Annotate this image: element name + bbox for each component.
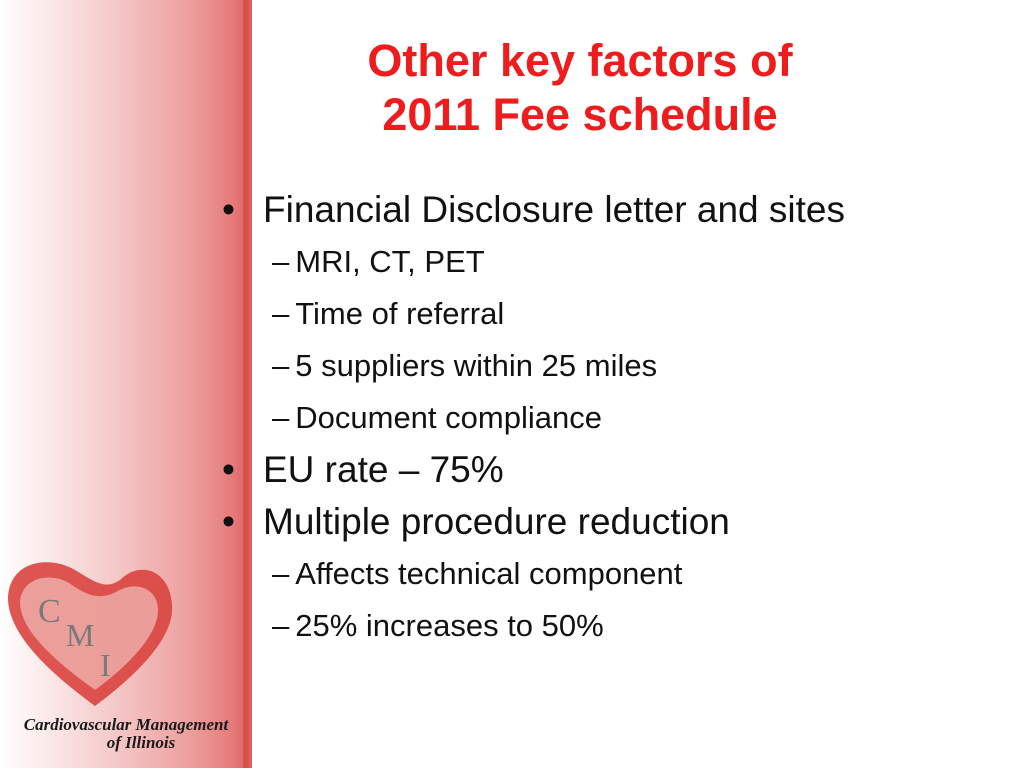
logo-letter-c: C: [38, 593, 61, 630]
bullet-item: • EU rate – 75%: [222, 444, 1012, 496]
logo-letter-m: M: [66, 617, 94, 653]
bullet-text: EU rate – 75%: [263, 449, 504, 490]
dash-icon: –: [272, 608, 290, 643]
logo-caption: Cardiovascular Management of Illinois: [0, 716, 252, 752]
dash-icon: –: [272, 348, 290, 383]
sub-bullet-item: –25% increases to 50%: [222, 600, 1012, 652]
logo-caption-line1: Cardiovascular Management: [23, 715, 229, 734]
sub-bullet-item: – Document compliance: [222, 392, 1012, 444]
sub-bullet-item: – Affects technical component: [222, 548, 1012, 600]
title-line-2: 2011 Fee schedule: [382, 89, 778, 140]
bullet-text: Financial Disclosure letter and sites: [263, 189, 845, 230]
bullet-text: Affects technical component: [295, 556, 683, 591]
bullet-text: Multiple procedure reduction: [263, 501, 730, 542]
bullet-item: • Financial Disclosure letter and sites: [222, 184, 1012, 236]
logo-letter-i: I: [100, 647, 111, 683]
bullet-icon: •: [222, 449, 235, 490]
heart-logo-icon: C M I: [8, 562, 173, 706]
sub-bullet-item: – Time of referral: [222, 288, 1012, 340]
dash-icon: –: [272, 400, 290, 435]
bullet-item: • Multiple procedure reduction: [222, 496, 1012, 548]
bullet-text: 25% increases to 50%: [295, 608, 604, 643]
bullet-text: MRI, CT, PET: [295, 244, 485, 279]
dash-icon: –: [272, 556, 290, 591]
title-line-1: Other key factors of: [367, 35, 793, 86]
bullet-text: Document compliance: [295, 400, 602, 435]
dash-icon: –: [272, 296, 290, 331]
bullet-text: 5 suppliers within 25 miles: [295, 348, 658, 383]
slide-title: Other key factors of 2011 Fee schedule: [290, 34, 870, 142]
sub-bullet-item: –5 suppliers within 25 miles: [222, 340, 1012, 392]
logo-caption-line2: of Illinois: [106, 733, 176, 752]
cmi-logo: C M I Cardiovascular Management of Illin…: [0, 530, 252, 768]
bullet-icon: •: [222, 501, 235, 542]
dash-icon: –: [272, 244, 290, 279]
sub-bullet-item: – MRI, CT, PET: [222, 236, 1012, 288]
sidebar-divider: [243, 0, 249, 768]
bullet-text: Time of referral: [295, 296, 505, 331]
bullet-icon: •: [222, 189, 235, 230]
bullet-list: • Financial Disclosure letter and sites – M…: [222, 184, 1012, 652]
